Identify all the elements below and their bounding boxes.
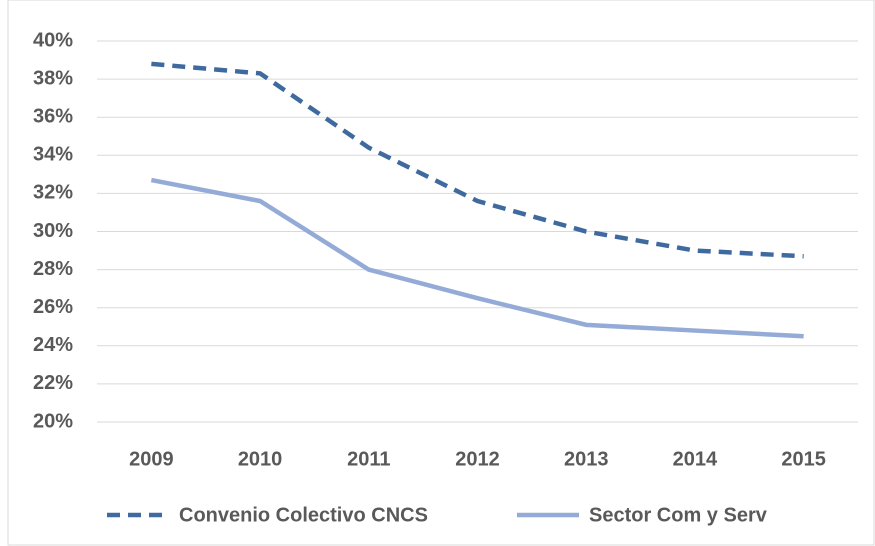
x-tick-label: 2009 xyxy=(129,448,174,470)
series-line xyxy=(150,177,804,339)
legend-label: Convenio Colectivo CNCS xyxy=(179,504,428,526)
y-tick-label: 28% xyxy=(33,258,73,280)
y-tick-label: 36% xyxy=(33,105,73,127)
x-tick-label: 2015 xyxy=(781,448,826,470)
chart-border xyxy=(7,0,875,546)
y-tick-label: 32% xyxy=(33,182,73,204)
x-tick-label: 2011 xyxy=(347,448,390,470)
x-tick-label: 2010 xyxy=(238,448,283,470)
y-tick-label: 38% xyxy=(33,67,73,89)
legend-label: Sector Com y Serv xyxy=(589,504,768,526)
y-tick-label: 34% xyxy=(33,144,73,166)
series-line xyxy=(151,61,804,259)
x-tick-label: 2014 xyxy=(673,448,718,470)
y-tick-label: 22% xyxy=(33,372,73,394)
y-tick-label: 24% xyxy=(33,334,73,356)
y-tick-label: 30% xyxy=(33,220,73,242)
y-tick-label: 26% xyxy=(33,296,73,318)
x-tick-label: 2013 xyxy=(564,448,609,470)
y-tick-label: 40% xyxy=(33,29,73,51)
y-tick-label: 20% xyxy=(33,410,73,432)
x-tick-label: 2012 xyxy=(455,448,500,470)
